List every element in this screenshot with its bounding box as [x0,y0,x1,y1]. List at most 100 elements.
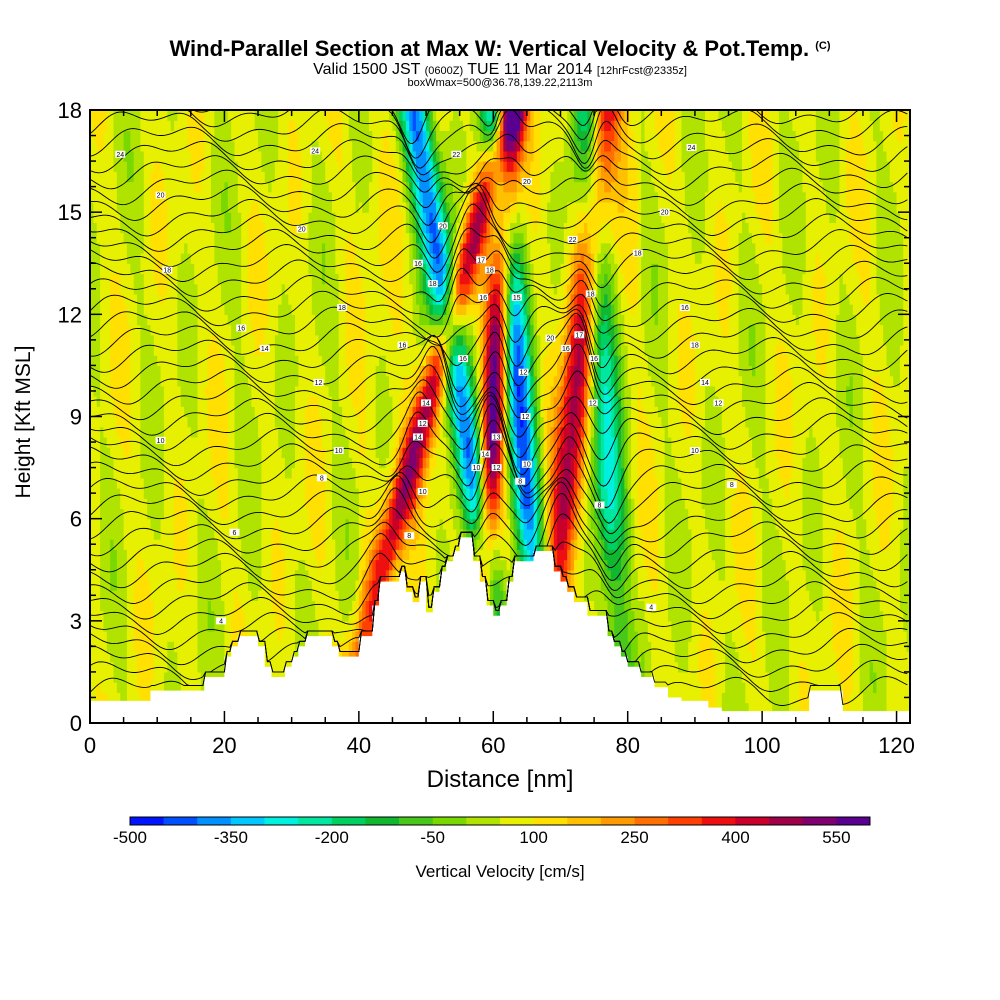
velocity-cell [214,375,219,387]
velocity-cell [291,324,296,336]
velocity-cell [207,355,212,367]
velocity-cell [120,222,125,234]
velocity-cell [295,518,299,530]
velocity-cell [295,140,299,152]
velocity-cell [103,559,108,571]
velocity-cell [274,508,279,520]
velocity-cell [298,212,303,223]
velocity-cell [241,539,246,550]
velocity-cell [342,508,347,520]
velocity-cell [291,498,296,510]
velocity-cell [268,344,273,356]
velocity-cell [133,488,138,499]
velocity-cell [254,559,259,571]
velocity-cell [274,436,279,448]
velocity-cell [204,130,209,142]
velocity-cell [338,385,343,397]
velocity-cell [342,457,347,469]
velocity-cell [355,110,360,121]
velocity-cell [217,355,222,367]
velocity-cell [184,181,189,193]
velocity-cell [194,120,199,132]
velocity-cell [126,191,131,203]
velocity-cell [194,498,199,510]
velocity-cell [308,518,313,530]
velocity-cell [190,110,195,121]
velocity-cell [244,579,249,591]
velocity-cell [251,334,256,346]
velocity-cell [147,406,152,418]
velocity-cell [93,222,98,234]
velocity-cell [210,426,215,438]
velocity-cell [311,191,316,203]
velocity-cell [103,150,108,162]
velocity-cell [106,406,111,418]
velocity-cell [177,263,182,275]
velocity-cell [281,140,286,152]
velocity-cell [291,212,296,223]
velocity-cell [227,161,232,172]
velocity-cell [187,518,192,530]
velocity-cell [338,620,343,632]
velocity-cell [358,344,363,356]
velocity-cell [318,365,323,377]
velocity-cell [365,498,370,510]
velocity-cell [274,212,279,223]
velocity-cell [295,467,299,479]
velocity-cell [210,222,215,234]
velocity-cell [190,120,195,132]
velocity-cell [325,539,330,550]
velocity-cell [268,610,273,622]
velocity-cell [163,171,168,183]
velocity-cell [237,191,242,203]
velocity-cell [241,201,246,213]
velocity-cell [251,518,256,530]
velocity-cell [160,161,165,172]
velocity-cell [214,600,219,612]
velocity-cell [298,140,303,152]
velocity-cell [342,528,347,540]
velocity-cell [153,355,158,367]
velocity-cell [113,426,118,438]
velocity-cell [214,304,219,315]
velocity-cell [251,191,256,203]
velocity-cell [157,508,162,520]
velocity-cell [150,549,155,561]
velocity-cell [187,334,192,346]
velocity-cell [244,528,249,540]
velocity-cell [362,191,367,203]
velocity-cell [338,263,343,275]
velocity-cell [180,171,185,183]
velocity-cell [147,344,152,356]
velocity-cell [345,181,350,193]
velocity-cell [180,549,185,561]
velocity-cell [207,498,212,510]
velocity-cell [147,355,152,367]
velocity-cell [331,620,336,632]
velocity-cell [355,375,360,387]
velocity-cell [258,212,262,223]
velocity-cell [210,201,215,213]
velocity-cell [113,610,118,622]
velocity-cell [231,181,236,193]
velocity-cell [103,242,108,254]
velocity-cell [93,620,98,632]
velocity-cell [254,436,259,448]
velocity-cell [305,161,310,172]
velocity-cell [157,396,162,407]
velocity-cell [113,355,118,367]
velocity-cell [355,518,360,530]
velocity-cell [305,110,310,121]
velocity-cell [207,191,212,203]
velocity-cell [177,436,182,448]
velocity-cell [147,436,152,448]
velocity-cell [305,365,310,377]
velocity-cell [348,201,353,213]
velocity-cell [301,426,306,438]
velocity-cell [90,651,94,663]
velocity-cell [315,590,320,601]
velocity-cell [258,253,262,264]
velocity-cell [130,324,135,336]
velocity-cell [331,406,336,418]
velocity-cell [133,110,138,121]
